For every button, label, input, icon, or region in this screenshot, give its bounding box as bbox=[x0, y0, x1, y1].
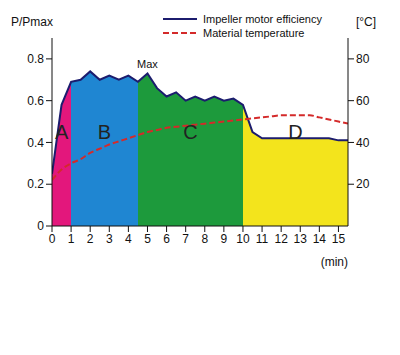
svg-text:0.6: 0.6 bbox=[27, 94, 44, 108]
svg-text:0.4: 0.4 bbox=[27, 136, 44, 150]
svg-text:C: C bbox=[183, 121, 197, 143]
svg-text:0: 0 bbox=[49, 232, 56, 246]
svg-text:13: 13 bbox=[294, 232, 308, 246]
svg-text:0.8: 0.8 bbox=[27, 52, 44, 66]
svg-text:14: 14 bbox=[313, 232, 327, 246]
svg-text:3: 3 bbox=[106, 232, 113, 246]
svg-text:Max: Max bbox=[137, 58, 158, 70]
svg-text:A: A bbox=[55, 121, 69, 143]
svg-text:60: 60 bbox=[356, 94, 370, 108]
svg-text:1: 1 bbox=[68, 232, 75, 246]
svg-text:4: 4 bbox=[125, 232, 132, 246]
html-text:Material temperature: Material temperature bbox=[203, 27, 305, 39]
svg-text:D: D bbox=[288, 121, 302, 143]
svg-text:0: 0 bbox=[37, 219, 44, 233]
svg-text:20: 20 bbox=[356, 177, 370, 191]
svg-text:6: 6 bbox=[163, 232, 170, 246]
svg-text:2: 2 bbox=[87, 232, 94, 246]
svg-text:0.2: 0.2 bbox=[27, 177, 44, 191]
svg-text:12: 12 bbox=[274, 232, 288, 246]
html-text:Impeller motor efficiency: Impeller motor efficiency bbox=[203, 13, 322, 25]
svg-text:11: 11 bbox=[256, 232, 269, 246]
svg-text:B: B bbox=[98, 121, 111, 143]
svg-text:7: 7 bbox=[182, 232, 189, 246]
svg-text:P/Pmax: P/Pmax bbox=[11, 15, 53, 29]
svg-text:10: 10 bbox=[236, 232, 250, 246]
svg-text:5: 5 bbox=[144, 232, 151, 246]
svg-text:8: 8 bbox=[201, 232, 208, 246]
svg-text:[°C]: [°C] bbox=[356, 15, 376, 29]
svg-text:15: 15 bbox=[332, 232, 346, 246]
svg-text:(min): (min) bbox=[321, 255, 348, 269]
svg-text:9: 9 bbox=[221, 232, 228, 246]
svg-text:40: 40 bbox=[356, 136, 370, 150]
svg-text:80: 80 bbox=[356, 52, 370, 66]
